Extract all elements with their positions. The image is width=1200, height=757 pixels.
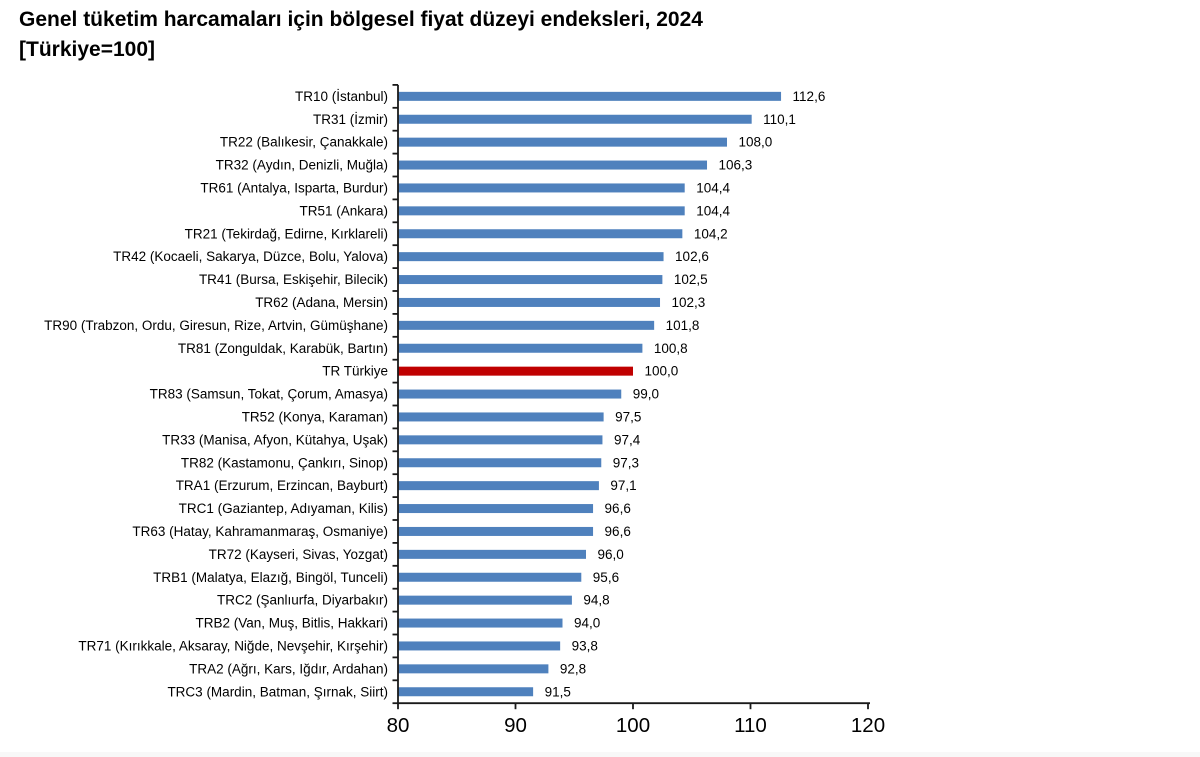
- svg-text:112,6: 112,6: [793, 89, 826, 104]
- svg-text:TR31 (İzmir): TR31 (İzmir): [313, 112, 388, 127]
- svg-text:96,6: 96,6: [605, 501, 631, 516]
- svg-text:TRC3 (Mardin, Batman, Şırnak,: TRC3 (Mardin, Batman, Şırnak, Siirt): [167, 684, 388, 699]
- svg-text:97,5: 97,5: [615, 409, 641, 424]
- svg-text:100,0: 100,0: [645, 364, 679, 379]
- svg-text:100,8: 100,8: [654, 341, 688, 356]
- svg-text:TR81 (Zonguldak, Karabük, Bart: TR81 (Zonguldak, Karabük, Bartın): [178, 341, 388, 356]
- svg-text:TR42 (Kocaeli, Sakarya, Düzce,: TR42 (Kocaeli, Sakarya, Düzce, Bolu, Yal…: [113, 249, 388, 264]
- svg-text:104,4: 104,4: [696, 180, 730, 195]
- svg-text:TR10 (İstanbul): TR10 (İstanbul): [295, 89, 388, 104]
- svg-text:TRB2 (Van, Muş, Bitlis, Hakkar: TRB2 (Van, Muş, Bitlis, Hakkari): [195, 616, 388, 631]
- svg-text:TR82 (Kastamonu, Çankırı, Sino: TR82 (Kastamonu, Çankırı, Sinop): [181, 455, 388, 470]
- svg-text:92,8: 92,8: [560, 661, 586, 676]
- svg-text:108,0: 108,0: [739, 135, 773, 150]
- svg-text:102,3: 102,3: [672, 295, 706, 310]
- svg-text:99,0: 99,0: [633, 387, 659, 402]
- svg-text:TR63 (Hatay, Kahramanmaraş, Os: TR63 (Hatay, Kahramanmaraş, Osmaniye): [132, 524, 388, 539]
- svg-text:94,0: 94,0: [574, 616, 600, 631]
- svg-text:94,8: 94,8: [583, 593, 609, 608]
- svg-text:TR Türkiye: TR Türkiye: [322, 364, 388, 379]
- svg-text:TRC1 (Gaziantep, Adıyaman, Kil: TRC1 (Gaziantep, Adıyaman, Kilis): [179, 501, 388, 516]
- svg-text:104,4: 104,4: [696, 203, 730, 218]
- svg-text:97,4: 97,4: [614, 432, 641, 447]
- svg-text:TR83 (Samsun, Tokat, Çorum, Am: TR83 (Samsun, Tokat, Çorum, Amasya): [150, 387, 388, 402]
- svg-text:104,2: 104,2: [694, 226, 728, 241]
- svg-text:TR33 (Manisa, Afyon, Kütahya,: TR33 (Manisa, Afyon, Kütahya, Uşak): [162, 432, 388, 447]
- svg-text:TR61 (Antalya, Isparta, Burdur: TR61 (Antalya, Isparta, Burdur): [200, 180, 388, 195]
- svg-text:TR22 (Balıkesir, Çanakkale): TR22 (Balıkesir, Çanakkale): [220, 135, 388, 150]
- svg-text:100: 100: [616, 714, 650, 737]
- svg-text:110,1: 110,1: [763, 112, 796, 127]
- svg-text:TR71 (Kırıkkale, Aksaray, Niğd: TR71 (Kırıkkale, Aksaray, Niğde, Nevşehi…: [78, 638, 388, 653]
- svg-text:80: 80: [387, 714, 410, 737]
- svg-text:97,3: 97,3: [613, 455, 639, 470]
- svg-text:TR72 (Kayseri, Sivas, Yozgat): TR72 (Kayseri, Sivas, Yozgat): [209, 547, 388, 562]
- svg-text:TR51 (Ankara): TR51 (Ankara): [299, 203, 388, 218]
- svg-text:TRA1 (Erzurum, Erzincan, Baybu: TRA1 (Erzurum, Erzincan, Bayburt): [176, 478, 388, 493]
- svg-text:TR41 (Bursa, Eskişehir, Bileci: TR41 (Bursa, Eskişehir, Bilecik): [199, 272, 388, 287]
- svg-text:102,6: 102,6: [675, 249, 709, 264]
- svg-text:TR52 (Konya, Karaman): TR52 (Konya, Karaman): [242, 409, 388, 424]
- svg-text:96,0: 96,0: [598, 547, 624, 562]
- svg-text:90: 90: [504, 714, 527, 737]
- svg-text:93,8: 93,8: [572, 638, 598, 653]
- svg-text:110: 110: [734, 714, 767, 737]
- svg-text:101,8: 101,8: [666, 318, 700, 333]
- svg-text:120: 120: [851, 714, 885, 737]
- svg-text:97,1: 97,1: [610, 478, 636, 493]
- svg-text:TRC2 (Şanlıurfa, Diyarbakır): TRC2 (Şanlıurfa, Diyarbakır): [217, 593, 388, 608]
- svg-text:96,6: 96,6: [605, 524, 631, 539]
- svg-text:TR21 (Tekirdağ, Edirne, Kırkla: TR21 (Tekirdağ, Edirne, Kırklareli): [185, 226, 388, 241]
- svg-text:TR62 (Adana, Mersin): TR62 (Adana, Mersin): [255, 295, 388, 310]
- svg-text:TR90 (Trabzon, Ordu, Giresun,: TR90 (Trabzon, Ordu, Giresun, Rize, Artv…: [44, 318, 388, 333]
- svg-text:91,5: 91,5: [545, 684, 571, 699]
- svg-text:TR32 (Aydın, Denizli, Muğla): TR32 (Aydın, Denizli, Muğla): [216, 158, 388, 173]
- svg-text:106,3: 106,3: [719, 158, 753, 173]
- svg-text:102,5: 102,5: [674, 272, 708, 287]
- svg-text:TRA2 (Ağrı, Kars, Iğdır, Ardah: TRA2 (Ağrı, Kars, Iğdır, Ardahan): [189, 661, 388, 676]
- svg-text:95,6: 95,6: [593, 570, 619, 585]
- svg-text:TRB1 (Malatya, Elazığ, Bingöl,: TRB1 (Malatya, Elazığ, Bingöl, Tunceli): [153, 570, 388, 585]
